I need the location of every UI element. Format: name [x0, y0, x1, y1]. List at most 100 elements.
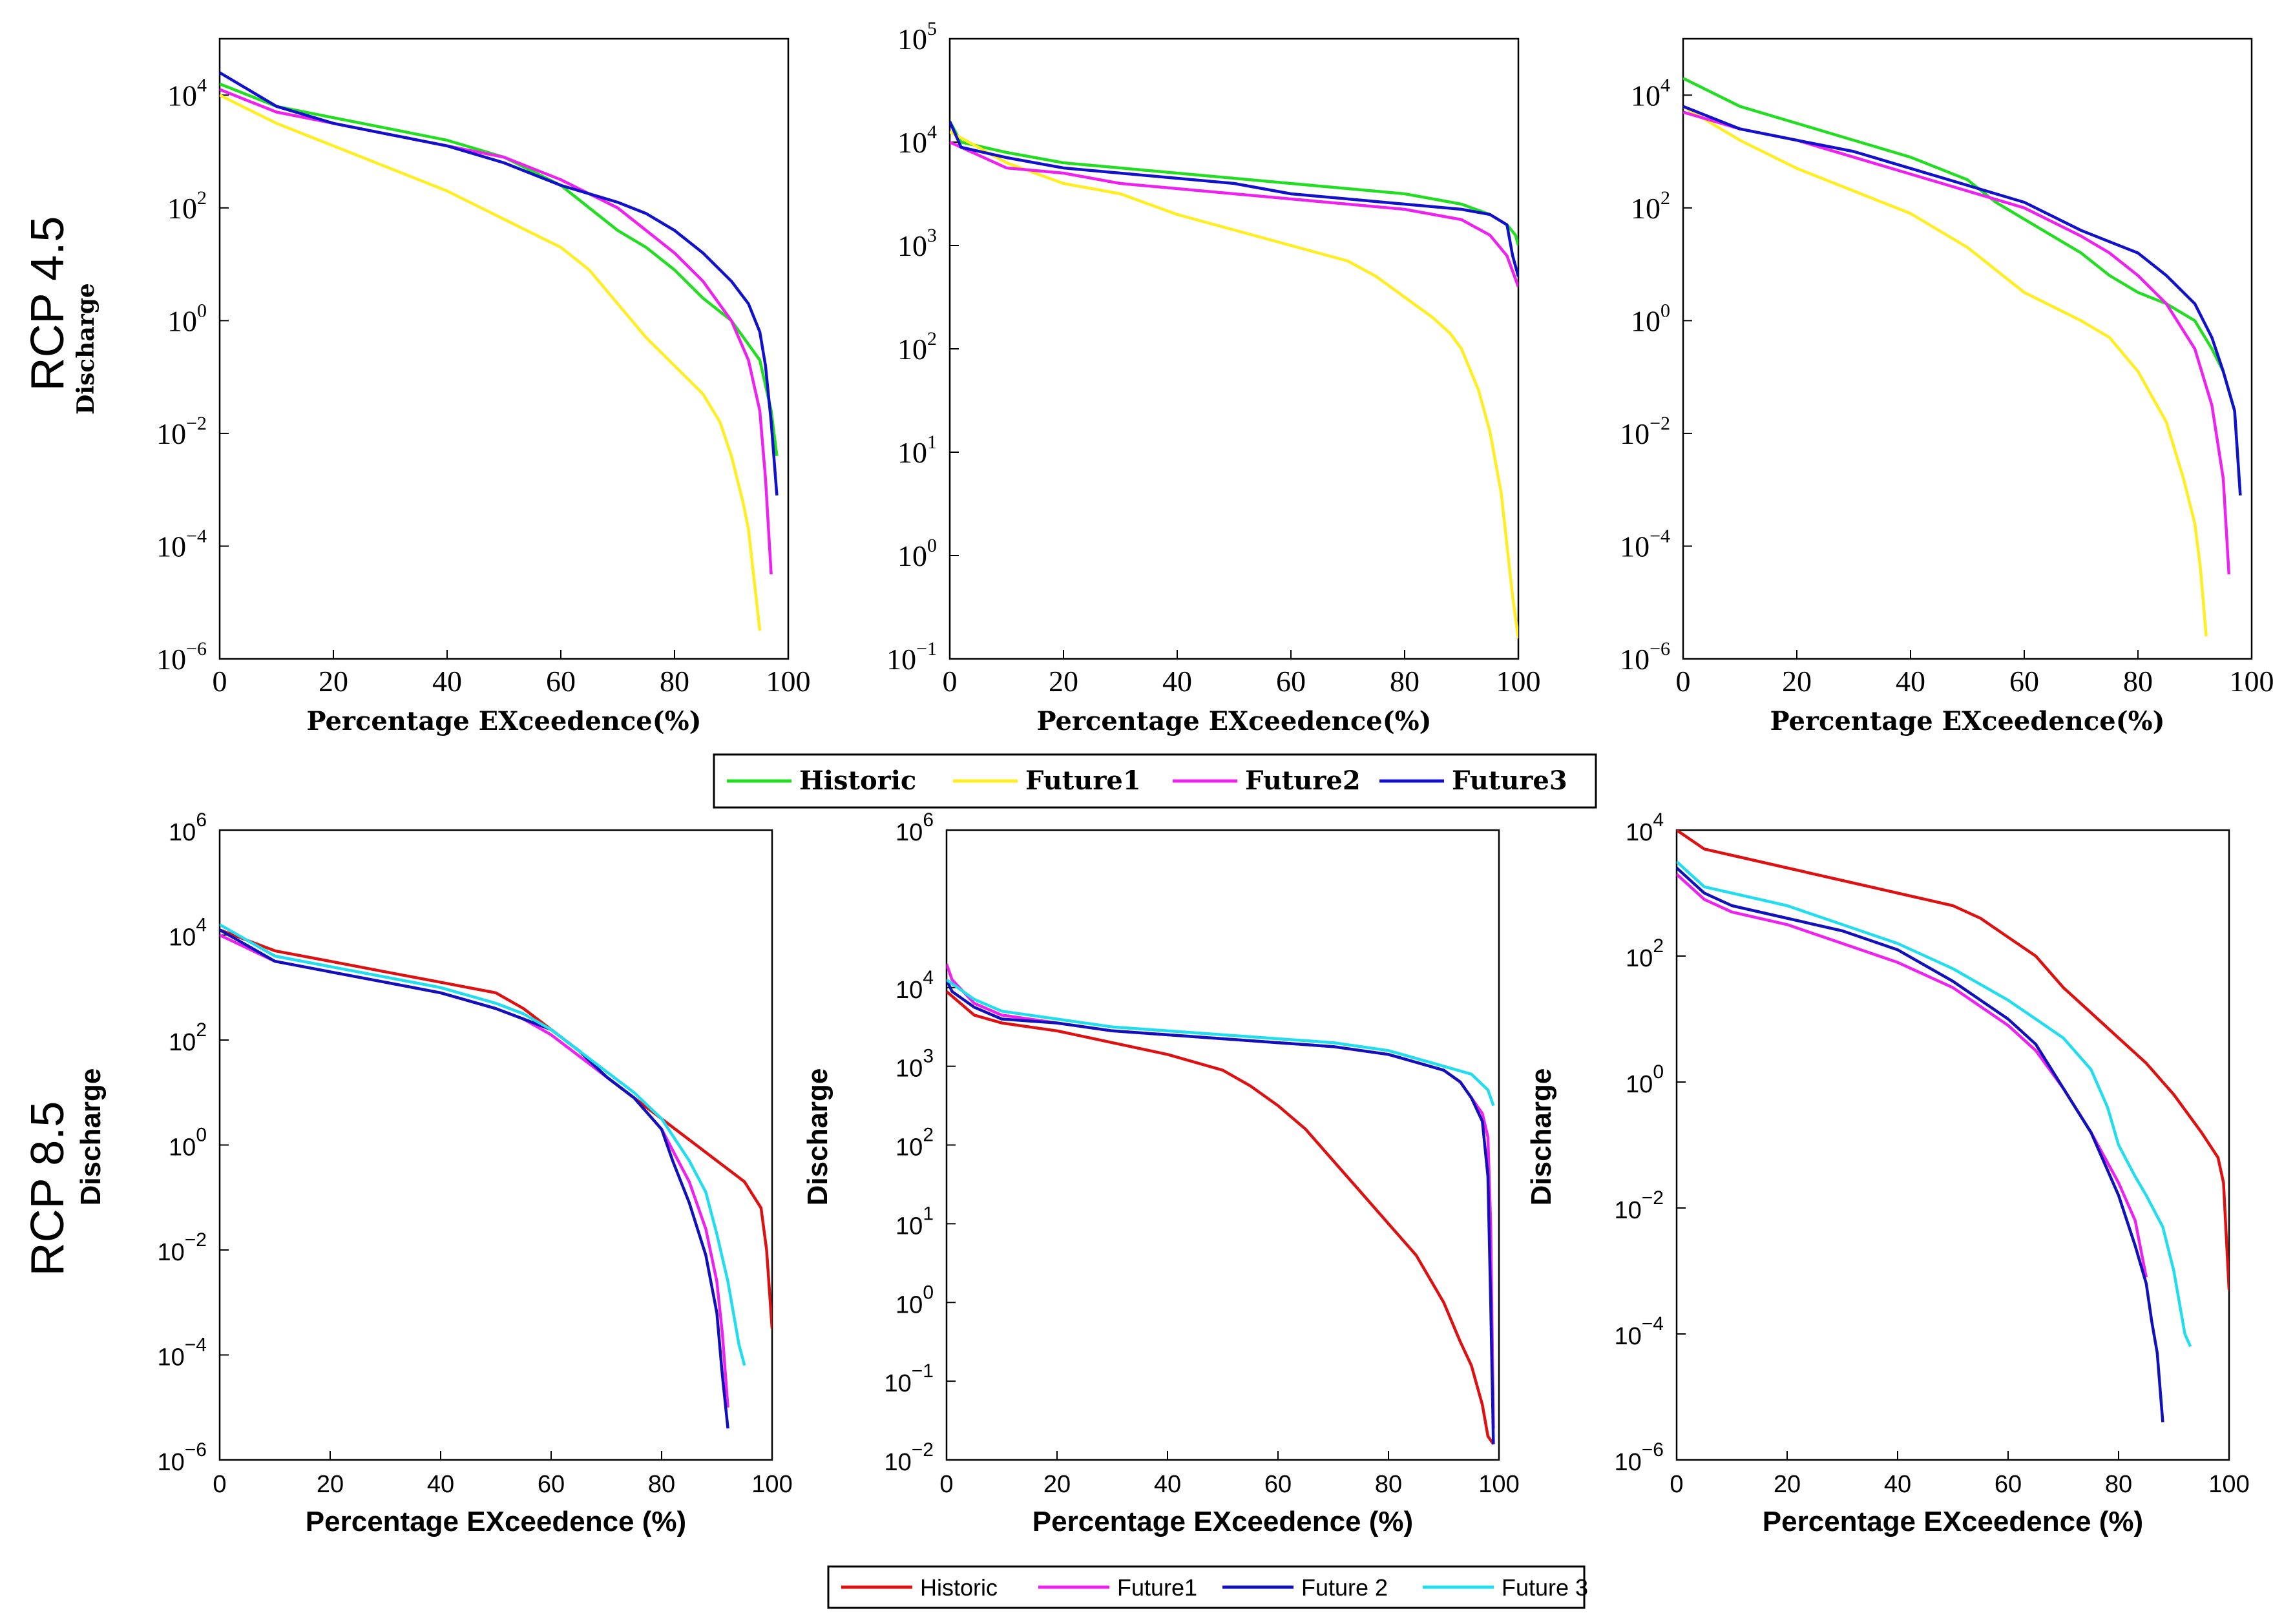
y-tick-label: 10−2 — [158, 1229, 207, 1266]
y-tick-label: 10−1 — [886, 638, 937, 676]
y-tick-label: 10−6 — [1620, 638, 1670, 676]
y-tick-label: 106 — [169, 809, 207, 846]
x-tick-label: 0 — [1670, 1471, 1683, 1498]
y-tick-label: 10−2 — [1615, 1187, 1664, 1224]
x-tick-label: 80 — [660, 665, 689, 698]
y-tick-label: 106 — [896, 809, 934, 846]
y-tick-label: 102 — [167, 187, 207, 225]
series-line-future1 — [1683, 105, 2208, 637]
legend-label: Future1 — [1117, 1574, 1197, 1601]
x-axis-label: Percentage EXceedence(%) — [1036, 706, 1431, 736]
y-tick-label: 100 — [167, 300, 207, 337]
series-line-historic — [1683, 77, 2242, 496]
x-tick-label: 80 — [1390, 665, 1419, 698]
x-tick-label: 80 — [1375, 1471, 1402, 1498]
x-tick-label: 80 — [2123, 665, 2153, 698]
legend-label: Future 2 — [1301, 1574, 1388, 1601]
y-tick-label: 105 — [897, 18, 937, 56]
x-tick-label: 100 — [1496, 665, 1541, 698]
plot-frame — [945, 829, 1500, 1461]
series-line-future2 — [1683, 110, 2231, 575]
x-tick-label: 100 — [751, 1471, 792, 1498]
x-axis-label: Percentage EXceedence (%) — [1032, 1506, 1413, 1537]
x-tick-label: 60 — [1264, 1471, 1292, 1498]
series-line-future3 — [220, 71, 779, 496]
y-tick-label: 100 — [896, 1282, 934, 1318]
series-line-future3 — [1683, 105, 2242, 496]
x-tick-label: 0 — [939, 1471, 953, 1498]
y-tick-label: 102 — [897, 328, 937, 366]
legend-label: Future2 — [1245, 765, 1361, 796]
y-tick-label: 10−4 — [156, 525, 207, 563]
chart-panel-rcp45-2: 0 20 40 60 80 100 105 104 103 102 101 100 10−1 Percen… — [886, 18, 1540, 736]
x-tick-label: 60 — [2009, 665, 2039, 698]
x-axis-label: Percentage EXceedence(%) — [306, 706, 701, 736]
chart-panel-rcp45-3: 0 20 40 60 80 100 104 102 100 10−2 10−4 10−6 Percent… — [1620, 37, 2273, 736]
x-tick-label: 60 — [546, 665, 576, 698]
legend-rcp45: Historic Future1 Future2 Future3 — [713, 753, 1597, 809]
legend-label: Historic — [920, 1574, 998, 1601]
series-line-historic — [220, 82, 779, 457]
x-tick-label: 100 — [766, 665, 811, 698]
x-tick-label: 60 — [1276, 665, 1306, 698]
x-tick-label: 40 — [1896, 665, 1925, 698]
series-line-future2 — [220, 928, 729, 1429]
row-label-rcp45: RCP 4.5 — [22, 216, 74, 391]
x-axis-label: Percentage EXceedence (%) — [1763, 1506, 2143, 1537]
y-tick-label: 104 — [169, 915, 207, 952]
y-tick-label: 104 — [896, 967, 934, 1004]
x-tick-label: 40 — [1162, 665, 1192, 698]
y-tick-label: 103 — [897, 225, 937, 262]
series-line-future3 — [220, 923, 746, 1366]
y-axis-label: Discharge — [72, 283, 100, 415]
y-tick-label: 10−4 — [1615, 1313, 1664, 1350]
y-tick-label: 10−2 — [885, 1439, 934, 1476]
y-axis-label: Discharge — [75, 1068, 107, 1206]
chart-panel-rcp45-1: 0 20 40 60 80 100 104 102 100 10−2 10−4 10−6 Percent… — [72, 37, 811, 736]
chart-panel-rcp85-3: 0 20 40 60 80 100 104 102 100 10−2 10−4 10−6 Percent… — [1525, 809, 2250, 1537]
legend-label: Historic — [799, 765, 916, 796]
legend-box — [713, 753, 1597, 809]
series-line-future3 — [1677, 860, 2192, 1348]
y-axis-label: Discharge — [1525, 1068, 1557, 1206]
y-tick-label: 101 — [896, 1203, 934, 1240]
x-tick-label: 0 — [943, 665, 958, 698]
legend-rcp85: Historic Future1 Future 2 Future 3 — [827, 1565, 1588, 1609]
x-tick-label: 20 — [1049, 665, 1078, 698]
plot-frame — [1682, 37, 2253, 660]
y-tick-label: 104 — [897, 121, 937, 159]
x-tick-label: 20 — [1043, 1471, 1071, 1498]
x-axis-label: Percentage EXceedence(%) — [1770, 706, 2164, 736]
plot-frame — [218, 37, 790, 660]
y-tick-label: 102 — [896, 1125, 934, 1161]
series-line-future2 — [950, 140, 1518, 287]
legend-label: Future1 — [1025, 765, 1141, 796]
x-tick-label: 20 — [319, 665, 348, 698]
x-tick-label: 0 — [213, 1471, 226, 1498]
y-tick-label: 10−6 — [158, 1439, 207, 1476]
series-line-future1 — [1677, 873, 2148, 1278]
x-tick-label: 60 — [1995, 1471, 2022, 1498]
y-tick-label: 103 — [896, 1046, 934, 1083]
x-tick-label: 40 — [1154, 1471, 1181, 1498]
x-tick-label: 20 — [1774, 1471, 1801, 1498]
y-tick-label: 100 — [1626, 1061, 1664, 1098]
plot-frame — [218, 829, 773, 1461]
y-tick-label: 102 — [169, 1019, 207, 1056]
chart-panel-rcp85-1: 0 20 40 60 80 100 106 104 102 100 10−2 10−4 10−6 Perc… — [75, 809, 793, 1537]
y-tick-label: 10−4 — [1620, 525, 1670, 563]
x-tick-label: 100 — [2208, 1471, 2249, 1498]
x-tick-label: 0 — [213, 665, 227, 698]
x-tick-label: 0 — [1676, 665, 1691, 698]
x-tick-label: 20 — [1782, 665, 1812, 698]
series-line-future3 — [947, 978, 1495, 1107]
x-tick-label: 20 — [317, 1471, 344, 1498]
y-tick-label: 104 — [167, 74, 207, 112]
series-line-future3 — [950, 121, 1518, 277]
y-tick-label: 100 — [897, 535, 937, 572]
y-tick-label: 102 — [1631, 187, 1670, 225]
legend-label: Future3 — [1452, 765, 1567, 796]
plot-frame — [1675, 829, 2230, 1461]
x-tick-label: 40 — [427, 1471, 454, 1498]
